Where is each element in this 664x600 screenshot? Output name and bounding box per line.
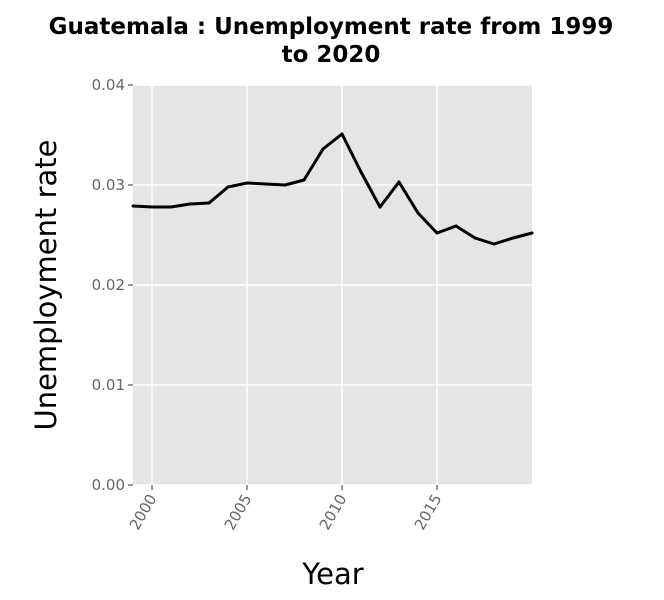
data-point — [283, 183, 287, 187]
y-tick-label: 0.02 — [92, 276, 125, 294]
y-axis-ticks: 0.00 0.01 0.02 0.03 0.04 — [92, 76, 133, 494]
x-tick-label: 2010 — [316, 491, 351, 533]
data-point — [473, 236, 477, 240]
data-point — [397, 180, 401, 184]
data-point — [454, 224, 458, 228]
data-point — [511, 236, 515, 240]
data-point — [207, 201, 211, 205]
x-tick-label: 2005 — [221, 491, 256, 533]
x-tick-label: 2000 — [126, 491, 161, 533]
data-point — [530, 231, 534, 235]
y-axis-label: Unemployment rate — [29, 139, 63, 430]
data-point — [131, 204, 135, 208]
chart-title-line-2: to 2020 — [282, 42, 381, 68]
chart-title-line-1: Guatemala : Unemployment rate from 1999 — [49, 14, 614, 40]
data-point — [302, 178, 306, 182]
data-point — [416, 211, 420, 215]
gridlines — [133, 84, 532, 486]
series-line — [132, 132, 533, 246]
series-group — [131, 132, 534, 246]
y-tick-label: 0.04 — [92, 76, 125, 94]
x-tick-label: 2015 — [411, 491, 446, 533]
data-point — [150, 205, 154, 209]
data-point — [169, 205, 173, 209]
data-point — [188, 202, 192, 206]
data-point — [245, 181, 249, 185]
data-point — [359, 170, 363, 174]
data-point — [435, 231, 439, 235]
y-tick-label: 0.03 — [92, 176, 125, 194]
data-point — [226, 185, 230, 189]
data-point — [340, 132, 344, 136]
data-point — [321, 147, 325, 151]
x-axis-label: Year — [301, 557, 363, 591]
x-axis-ticks: 2000 2005 2010 2015 — [126, 485, 446, 533]
data-point — [492, 242, 496, 246]
data-point — [378, 205, 382, 209]
y-tick-label: 0.01 — [92, 376, 125, 394]
data-point — [264, 182, 268, 186]
y-tick-label: 0.00 — [92, 476, 125, 494]
